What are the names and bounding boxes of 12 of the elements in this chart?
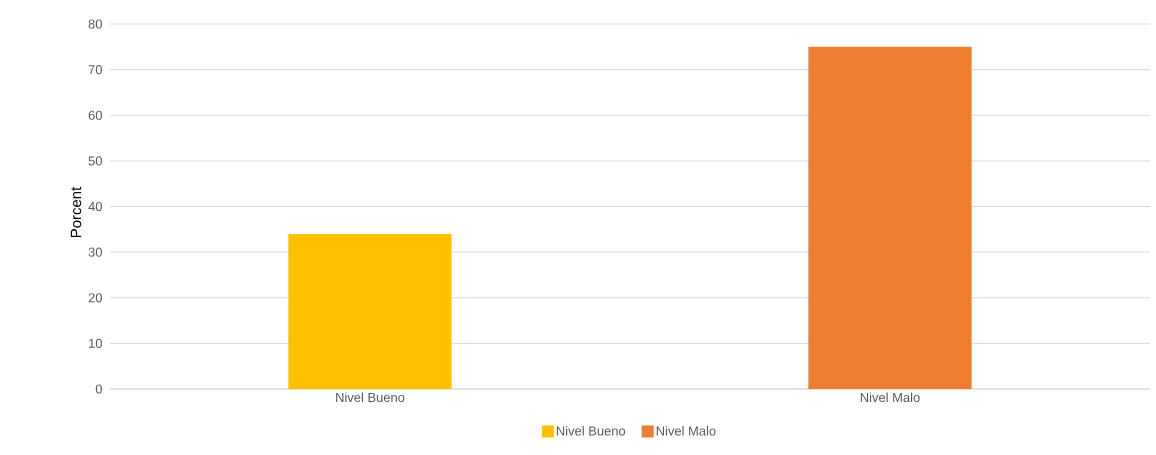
y-tick-label: 80 <box>88 19 102 29</box>
y-tick-label: 70 <box>88 65 102 75</box>
y-tick-label: 10 <box>89 338 102 348</box>
y-tick-label: 0 <box>95 384 102 394</box>
y-tick-label: 40 <box>88 201 102 212</box>
y-tick-label: 50 <box>88 156 102 166</box>
y-tick-label: 30 <box>88 247 102 257</box>
legend-label: Nivel Bueno <box>556 426 626 436</box>
y-tick-label: 20 <box>88 293 102 303</box>
y-axis-title: Porcent <box>70 186 82 238</box>
legend-label: Nivel Malo <box>656 426 716 436</box>
y-tick-label: 60 <box>88 110 102 120</box>
